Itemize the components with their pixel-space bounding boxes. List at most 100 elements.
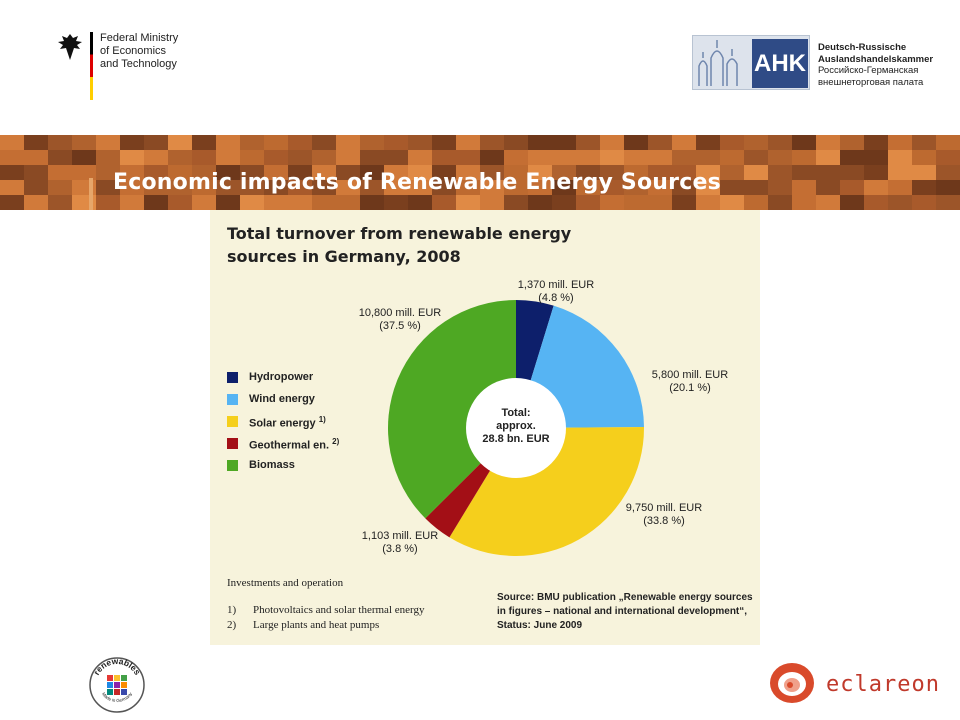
globe-icon (107, 675, 127, 695)
banner-tile (504, 165, 528, 180)
banner-tile (552, 165, 576, 180)
banner-tile (504, 150, 528, 165)
banner-tile (48, 165, 72, 180)
banner-tile (216, 180, 240, 195)
banner-tile (696, 135, 720, 150)
banner-tile (528, 150, 552, 165)
pie-chart (388, 300, 644, 556)
banner-tile (528, 165, 552, 180)
banner-tile (312, 195, 336, 210)
banner-tile (816, 195, 840, 210)
banner-tile (360, 180, 384, 195)
ahk-line: Российско-Германская (818, 65, 919, 76)
banner-tile (240, 150, 264, 165)
banner-tile (48, 195, 72, 210)
banner-tile (384, 195, 408, 210)
banner-tile (408, 195, 432, 210)
banner-tile (624, 180, 648, 195)
legend-label: Solar energy (249, 417, 316, 430)
banner-tile (96, 135, 120, 150)
banner-tile (600, 195, 624, 210)
banner-tile (144, 165, 168, 180)
footnote-text: Photovoltaics and solar thermal energy (253, 604, 425, 616)
banner-tile (840, 195, 864, 210)
banner-tile (672, 195, 696, 210)
banner-tile (600, 165, 624, 180)
banner-tile (456, 165, 480, 180)
banner-tile (48, 135, 72, 150)
eclareon-swirl-icon (770, 663, 814, 703)
banner-tile (888, 180, 912, 195)
banner-tile (336, 165, 360, 180)
footnote-number: 2) (227, 619, 237, 631)
banner-tile (768, 135, 792, 150)
banner-tile (744, 195, 768, 210)
banner-tile (168, 180, 192, 195)
banner-tile (552, 195, 576, 210)
banner-tile (672, 165, 696, 180)
banner-tile (696, 150, 720, 165)
banner-tile (552, 150, 576, 165)
banner-tile (360, 165, 384, 180)
data-label-hydropower: 1,370 mill. EUR (4.8 %) (517, 279, 595, 304)
banner-tile (192, 165, 216, 180)
notes-heading: Investments and operation (227, 577, 344, 589)
banner-tile (216, 165, 240, 180)
banner-tile (864, 180, 888, 195)
banner-tile (192, 150, 216, 165)
banner-tile (264, 150, 288, 165)
banner-tile (168, 165, 192, 180)
banner-tile (384, 150, 408, 165)
banner-tile (912, 135, 936, 150)
banner-tile (0, 180, 24, 195)
source-note: Source: BMU publication „Renewable energ… (497, 592, 753, 631)
banner-tile (240, 135, 264, 150)
pie-center-hole (466, 378, 566, 478)
banner-tile (432, 195, 456, 210)
legend-note: 1) (318, 415, 326, 424)
banner-tile (936, 180, 960, 195)
banner-tile (408, 165, 432, 180)
banner-tile (768, 180, 792, 195)
banner-tile (744, 165, 768, 180)
ahk-line: Deutsch-Russische (818, 42, 907, 53)
banner-tile (888, 135, 912, 150)
banner-tile (120, 165, 144, 180)
banner-tile (192, 195, 216, 210)
banner-tile (864, 195, 888, 210)
banner-tile (936, 135, 960, 150)
banner-tile (24, 165, 48, 180)
banner-tile (792, 165, 816, 180)
banner-tile (264, 135, 288, 150)
pie-slice-biomass (388, 300, 516, 519)
banner-tile (936, 150, 960, 165)
banner-tile (648, 165, 672, 180)
banner-tile (720, 195, 744, 210)
banner-tile (264, 165, 288, 180)
banner-tile (480, 135, 504, 150)
banner-tile (936, 195, 960, 210)
banner-tile (624, 150, 648, 165)
ahk-line: Auslandshandelskammer (818, 53, 934, 65)
banner-tile (216, 195, 240, 210)
banner-tile (768, 150, 792, 165)
banner-tile (576, 150, 600, 165)
banner-tile (792, 135, 816, 150)
banner-tile (624, 165, 648, 180)
banner-tile (96, 180, 120, 195)
banner-tile (528, 135, 552, 150)
banner-tile (288, 150, 312, 165)
banner-tile (72, 150, 96, 165)
banner-tile (888, 165, 912, 180)
banner-tile (696, 195, 720, 210)
banner-tile (384, 165, 408, 180)
banner-tile (456, 180, 480, 195)
banner-tile (288, 180, 312, 195)
banner-tile (432, 180, 456, 195)
banner-tile (768, 195, 792, 210)
banner-tile (432, 165, 456, 180)
banner-tile (0, 135, 24, 150)
legend-label: Biomass (249, 459, 295, 471)
banner-tile (24, 135, 48, 150)
banner-tile (576, 135, 600, 150)
